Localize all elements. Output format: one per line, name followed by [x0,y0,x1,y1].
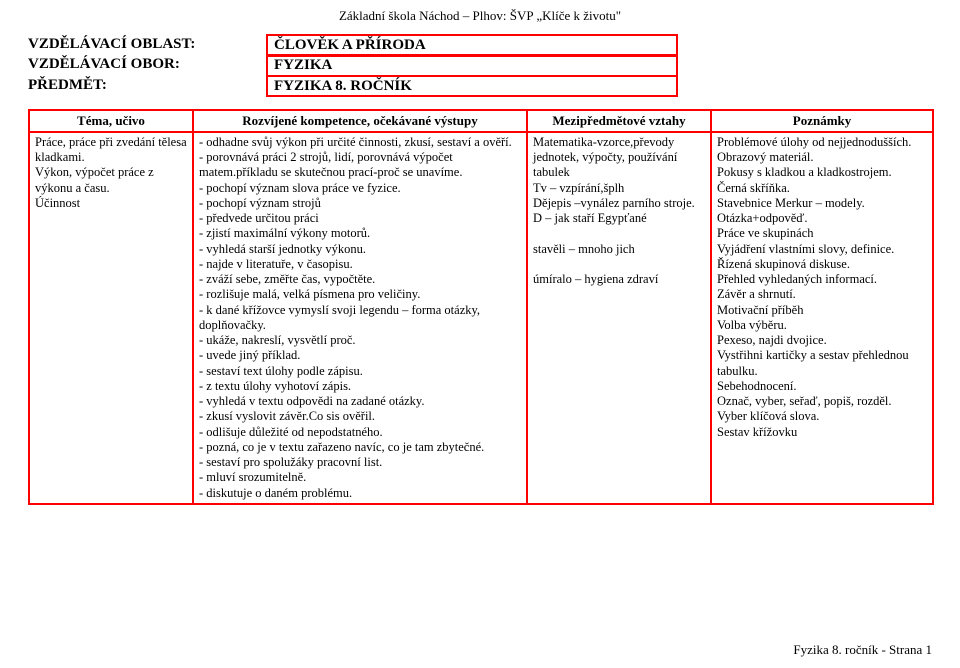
cell-poznamky: Problémové úlohy od nejjednodušších. Obr… [711,132,933,504]
cell-kompetence: - odhadne svůj výkon při určité činnosti… [193,132,527,504]
label-obor: VZDĚLÁVACÍ OBOR: [28,54,266,74]
header-kompetence: Rozvíjené kompetence, očekávané výstupy [193,110,527,132]
meta-labels: VZDĚLÁVACÍ OBLAST: VZDĚLÁVACÍ OBOR: PŘED… [28,34,266,95]
header-poznamky: Poznámky [711,110,933,132]
meta-block: VZDĚLÁVACÍ OBLAST: VZDĚLÁVACÍ OBOR: PŘED… [28,34,932,95]
label-predmet: PŘEDMĚT: [28,75,266,95]
label-oblast: VZDĚLÁVACÍ OBLAST: [28,34,266,54]
school-header: Základní škola Náchod – Plhov: ŠVP „Klíč… [28,8,932,24]
page-footer: Fyzika 8. ročník - Strana 1 [793,642,932,658]
header-tema: Téma, učivo [29,110,193,132]
header-vztahy: Mezipředmětové vztahy [527,110,711,132]
table-row: Práce, práce při zvedání tělesa kladkami… [29,132,933,504]
curriculum-table: Téma, učivo Rozvíjené kompetence, očekáv… [28,109,934,505]
cell-tema: Práce, práce při zvedání tělesa kladkami… [29,132,193,504]
cell-vztahy: Matematika-vzorce,převody jednotek, výpo… [527,132,711,504]
table-header-row: Téma, učivo Rozvíjené kompetence, očekáv… [29,110,933,132]
meta-values: ČLOVĚK A PŘÍRODA FYZIKA FYZIKA 8. ROČNÍK [266,34,678,95]
value-predmet: FYZIKA 8. ROČNÍK [266,75,678,98]
